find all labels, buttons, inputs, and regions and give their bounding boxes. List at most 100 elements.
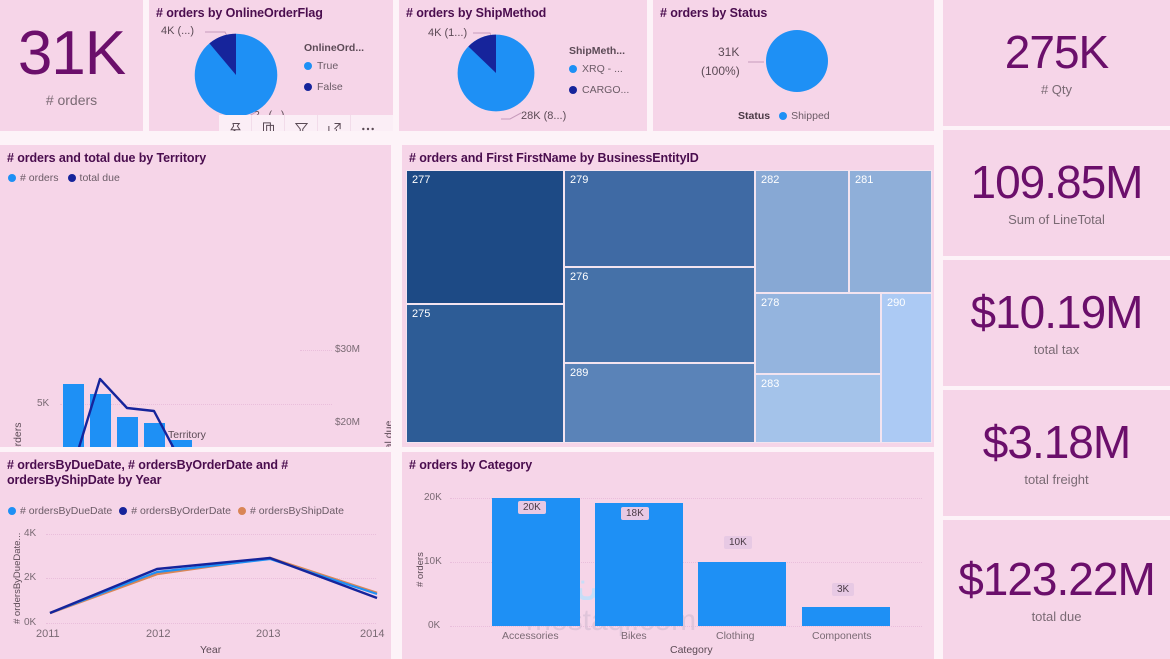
- legend-swatch-cargo: [569, 86, 577, 94]
- legend-item-xrq[interactable]: XRQ - ...: [569, 63, 629, 75]
- treemap-tile-290[interactable]: 290: [881, 293, 932, 443]
- legend-label-cargo: CARGO...: [582, 84, 630, 96]
- tax-kpi-value: $10.19M: [970, 286, 1143, 338]
- legend-item-shipdate[interactable]: # ordersByShipDate: [238, 505, 344, 517]
- orders-by-category-gridline-0k: [450, 626, 922, 627]
- legend-item-false[interactable]: False: [304, 81, 364, 93]
- orders-by-year-legend: # ordersByDueDate # ordersByOrderDate # …: [8, 505, 344, 517]
- card-freight-kpi[interactable]: $3.18M total freight: [943, 390, 1170, 516]
- online-order-flag-title: # orders by OnlineOrderFlag: [156, 6, 323, 20]
- legend-item-total-due[interactable]: total due: [67, 172, 120, 184]
- card-orders-by-year[interactable]: # ordersByDueDate, # ordersByOrderDate a…: [0, 452, 391, 659]
- status-legend: Status Shipped: [738, 110, 830, 122]
- ship-method-pie[interactable]: [456, 33, 536, 113]
- category-bar-components[interactable]: [802, 607, 890, 626]
- visual-toolbar[interactable]: [219, 114, 393, 132]
- orders-by-year-xtick-2012: 2012: [146, 628, 171, 640]
- territory-total-due-line: [77, 377, 175, 447]
- tax-kpi-label: total tax: [1033, 342, 1080, 357]
- card-linetotal-kpi[interactable]: 109.85M Sum of LineTotal: [943, 130, 1170, 256]
- territory-bar-canada[interactable]: [144, 423, 165, 447]
- territory-gridline-5k: [60, 404, 332, 405]
- legend-swatch-true: [304, 62, 312, 70]
- card-online-order-flag[interactable]: # orders by OnlineOrderFlag 4K (...) 2..…: [149, 0, 393, 131]
- territory-bar-united-kingdom[interactable]: [171, 440, 192, 447]
- status-title: # orders by Status: [660, 6, 768, 20]
- card-ship-method[interactable]: # orders by ShipMethod 4K (1...) 28K (8.…: [399, 0, 647, 131]
- treemap-label-290: 290: [887, 297, 906, 309]
- totaldue-kpi-value: $123.22M: [958, 552, 1156, 605]
- card-tax-kpi[interactable]: $10.19M total tax: [943, 260, 1170, 386]
- territory-y2-tick-2: $30M: [335, 344, 361, 355]
- treemap-tile-282[interactable]: 282: [755, 170, 849, 293]
- legend-swatch-total-due: [67, 174, 76, 182]
- treemap-label-277: 277: [412, 174, 431, 186]
- card-business-entity[interactable]: # orders and First FirstName by Business…: [402, 145, 934, 447]
- treemap-label-283: 283: [761, 378, 780, 390]
- treemap-tile-275[interactable]: 275: [406, 304, 564, 443]
- treemap-label-278: 278: [761, 297, 780, 309]
- territory-bar-australia[interactable]: [63, 384, 84, 447]
- orders-by-category-y-tick-0: 0K: [428, 620, 441, 631]
- treemap-label-281: 281: [855, 174, 874, 186]
- territory-bar-northwest[interactable]: [117, 417, 138, 447]
- treemap-tile-289[interactable]: 289: [564, 363, 755, 443]
- legend-swatch-orderdate: [119, 507, 128, 515]
- filter-icon[interactable]: [285, 114, 318, 131]
- status-callout-value: 31K: [718, 45, 740, 59]
- status-leader-line: [748, 61, 764, 63]
- qty-kpi-value: 275K: [1004, 26, 1109, 78]
- legend-item-cargo[interactable]: CARGO...: [569, 84, 629, 96]
- orders-by-year-y-tick-1: 2K: [24, 572, 37, 583]
- business-entity-treemap[interactable]: 277 275 279 276 289 282 281 278: [406, 170, 932, 443]
- territory-x-axis-title: Territory: [168, 429, 206, 441]
- orders-by-year-y-tick-2: 4K: [24, 528, 37, 539]
- card-orders-by-category[interactable]: # orders by Category # orders Category 0…: [402, 452, 934, 659]
- pin-icon[interactable]: [219, 114, 252, 131]
- treemap-tile-279[interactable]: 279: [564, 170, 755, 267]
- orders-by-category-y-tick-1: 10K: [424, 556, 442, 567]
- orders-by-year-xtick-2013: 2013: [256, 628, 281, 640]
- online-order-flag-legend: OnlineOrd... True False: [304, 42, 364, 102]
- treemap-tile-281[interactable]: 281: [849, 170, 932, 293]
- orders-by-year-y-axis-title: # ordersByDueDate...: [12, 532, 23, 624]
- treemap-tile-276[interactable]: 276: [564, 267, 755, 363]
- card-totaldue-kpi[interactable]: $123.22M total due: [943, 520, 1170, 659]
- orders-by-year-gridline-0k: [46, 623, 376, 624]
- orders-by-year-y-tick-0: 0K: [24, 617, 37, 628]
- legend-swatch-shipdate: [238, 507, 247, 515]
- legend-item-duedate[interactable]: # ordersByDueDate: [8, 505, 112, 517]
- card-qty-kpi[interactable]: 275K # Qty: [943, 0, 1170, 126]
- category-bar-clothing[interactable]: [698, 562, 786, 626]
- legend-label-shipdate: # ordersByShipDate: [250, 505, 344, 517]
- legend-item-orderdate[interactable]: # ordersByOrderDate: [119, 505, 231, 517]
- category-bar-bikes[interactable]: [595, 503, 683, 626]
- card-territory[interactable]: # orders and total due by Territory # or…: [0, 145, 391, 447]
- focus-mode-icon[interactable]: [318, 114, 351, 131]
- freight-kpi-label: total freight: [1024, 472, 1089, 487]
- card-orders-kpi[interactable]: 31K # orders: [0, 0, 143, 131]
- orders-by-year-gridline-4k: [46, 534, 376, 535]
- legend-label-duedate: # ordersByDueDate: [20, 505, 113, 517]
- legend-item-shipped[interactable]: Shipped: [779, 110, 830, 122]
- copy-icon[interactable]: [252, 114, 285, 131]
- treemap-tile-277[interactable]: 277: [406, 170, 564, 304]
- orders-by-category-gridline-20k: [450, 498, 922, 499]
- ship-method-legend-title: ShipMeth...: [569, 45, 625, 57]
- status-pie[interactable]: [766, 30, 828, 92]
- territory-y-tick-1: 5K: [37, 398, 50, 409]
- online-order-flag-pie[interactable]: [193, 32, 279, 118]
- online-order-flag-callout-false: 4K (...): [161, 25, 195, 37]
- ship-method-legend: ShipMeth... XRQ - ... CARGO...: [569, 45, 629, 105]
- orders-by-category-gridline-10k: [450, 562, 922, 563]
- card-status[interactable]: # orders by Status 31K (100%) Status Shi…: [653, 0, 934, 131]
- legend-item-orders[interactable]: # orders: [8, 172, 59, 184]
- category-bar-accessories[interactable]: [492, 498, 580, 626]
- treemap-tile-283[interactable]: 283: [755, 374, 881, 443]
- legend-label-shipped: Shipped: [791, 110, 830, 122]
- more-options-icon[interactable]: [351, 115, 384, 132]
- territory-bar-southwest[interactable]: [90, 394, 111, 447]
- treemap-tile-278[interactable]: 278: [755, 293, 881, 374]
- legend-item-true[interactable]: True: [304, 60, 364, 72]
